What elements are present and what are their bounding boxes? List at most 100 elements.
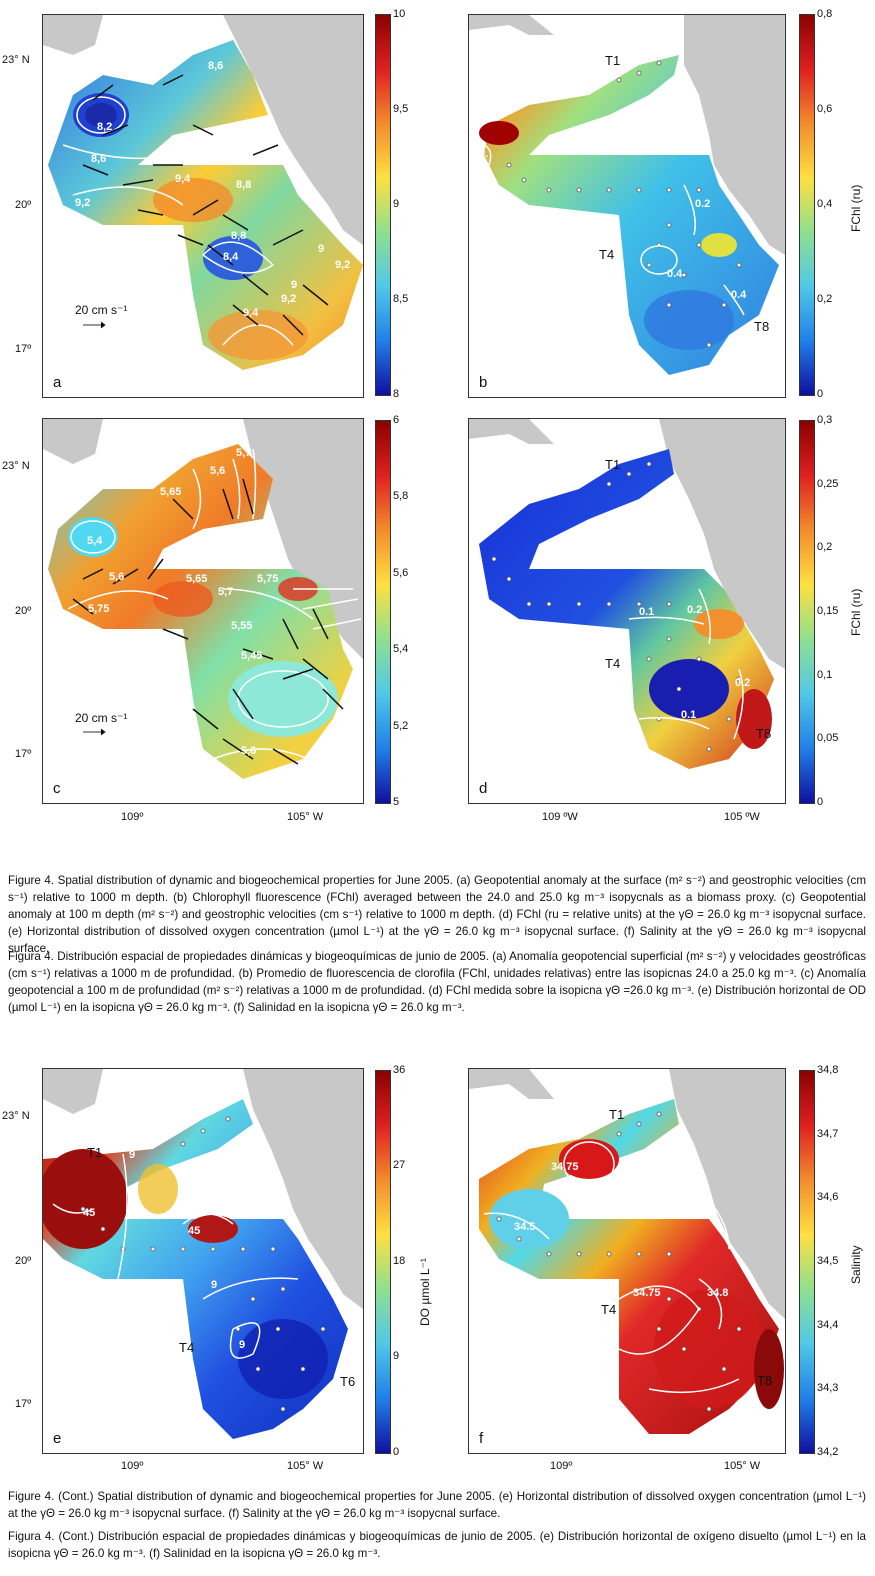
- lat-tick: 20º: [15, 605, 32, 617]
- panel-letter: a: [53, 374, 62, 391]
- panel-f-graphic: [469, 1069, 785, 1434]
- contour-label: 9,4: [243, 307, 259, 319]
- contour-label: 9: [318, 243, 325, 255]
- lon-tick: 105° W: [287, 1460, 324, 1472]
- contour-label: 0.4: [667, 268, 683, 280]
- transect-label: T1: [87, 1145, 103, 1160]
- transect-label: T4: [605, 656, 621, 671]
- figure-caption-cont-en: Figure 4. (Cont.) Spatial distribution o…: [8, 1490, 866, 1520]
- contour-label: 0.4: [731, 289, 747, 301]
- lat-tick: 20º: [15, 199, 32, 211]
- transect-label: T4: [179, 1340, 195, 1355]
- lon-tick: 109º: [121, 1460, 144, 1472]
- lat-tick: 23° N: [2, 460, 30, 472]
- figure-caption-es: Figura 4. Distribución espacial de propi…: [8, 950, 866, 1014]
- contour-label: 9,4: [175, 173, 191, 185]
- contour-label: 34.8: [707, 1287, 729, 1299]
- colorbar-tick: 10: [393, 8, 406, 20]
- contour-label: 5,6: [210, 465, 226, 477]
- colorbar-tick: 0,8: [817, 8, 833, 20]
- contour-label: 9: [211, 1279, 218, 1291]
- contour-label: 9: [129, 1149, 136, 1161]
- contour-label: 8,8: [236, 179, 252, 191]
- colorbar-tick: 0: [817, 388, 824, 400]
- panel-letter: f: [479, 1430, 484, 1447]
- velocity-scale: 20 cm s⁻¹: [75, 711, 128, 725]
- lon-tick: 105 ºW: [724, 811, 760, 823]
- colorbar-tick: 0: [393, 1446, 400, 1458]
- map-panel-b: T1 T4 T8 0. 0.2 0.4 0.4 b: [468, 14, 786, 398]
- map-panel-c: 5,7 5,6 5,65 5,4 5,6 5,75 5,65 5,7 5,75 …: [42, 418, 364, 804]
- colorbar-e: [375, 1070, 391, 1454]
- contour-label: 9,2: [75, 197, 91, 209]
- colorbar-tick: 8,5: [393, 293, 409, 305]
- contour-label: 45: [188, 1225, 201, 1237]
- colorbar-tick: 5: [393, 796, 400, 808]
- colorbar-title: FChl (ru): [849, 588, 863, 636]
- transect-label: T4: [599, 247, 615, 262]
- contour-label: 9,2: [335, 259, 351, 271]
- contour-label: 9: [239, 1339, 246, 1351]
- transect-label: T4: [601, 1302, 617, 1317]
- panel-c-graphic: [43, 419, 363, 779]
- contour-label: 0.: [479, 148, 489, 160]
- contour-label: 5,55: [231, 620, 253, 632]
- panel-a-graphic: [43, 15, 363, 370]
- colorbar-tick: 18: [393, 1255, 406, 1267]
- contour-label: 5,75: [257, 573, 279, 585]
- colorbar-f: [799, 1070, 815, 1454]
- figure-caption-cont-es: Figura 4. (Cont.) Distribución espacial …: [8, 1530, 866, 1560]
- lon-tick: 109º: [121, 811, 144, 823]
- colorbar-d: [799, 420, 815, 804]
- colorbar-tick: 0,2: [817, 541, 833, 553]
- contour-label: 8,2: [97, 121, 113, 133]
- colorbar-tick: 0,2: [817, 293, 833, 305]
- contour-label: 8,6: [208, 60, 224, 72]
- contour-label: 5,75: [88, 603, 110, 615]
- colorbar-tick: 34,8: [817, 1064, 839, 1076]
- contour-label: 0.2: [735, 677, 751, 689]
- contour-label: 34.75: [633, 1287, 661, 1299]
- colorbar-tick: 27: [393, 1159, 406, 1171]
- lat-tick: 20º: [15, 1255, 32, 1267]
- colorbar-tick: 0,3: [817, 414, 833, 426]
- colorbar-title: Salinity: [849, 1245, 863, 1284]
- lon-tick: 109º: [550, 1460, 573, 1472]
- contour-label: 8,8: [231, 230, 247, 242]
- contour-label: 5,7: [236, 447, 252, 459]
- contour-label: 45: [83, 1207, 96, 1219]
- colorbar-tick: 9: [393, 1350, 400, 1362]
- colorbar-tick: 9: [393, 198, 400, 210]
- map-panel-d: T1 T4 T8 0.1 0.2 0.2 0.1 d: [468, 418, 786, 804]
- panel-letter: c: [53, 780, 61, 797]
- contour-label: 9: [291, 279, 298, 291]
- panel-d-graphic: [469, 419, 785, 769]
- colorbar-tick: 8: [393, 388, 400, 400]
- colorbar-tick: 5,2: [393, 720, 409, 732]
- colorbar-a: [375, 14, 391, 396]
- colorbar-tick: 0,25: [817, 478, 839, 490]
- lat-tick: 17º: [15, 748, 32, 760]
- lat-tick: 17º: [15, 343, 32, 355]
- contour-label: 8,6: [91, 153, 107, 165]
- contour-label: 34.5: [514, 1221, 536, 1233]
- lat-tick: 23° N: [2, 1110, 30, 1122]
- colorbar-tick: 36: [393, 1064, 406, 1076]
- contour-label: 5,45: [241, 650, 263, 662]
- velocity-scale: 20 cm s⁻¹: [75, 303, 128, 317]
- panel-letter: d: [479, 780, 488, 797]
- colorbar-tick: 0,15: [817, 605, 839, 617]
- colorbar-tick: 9,5: [393, 103, 409, 115]
- panel-e-graphic: [43, 1069, 363, 1439]
- colorbar-tick: 34,2: [817, 1446, 839, 1458]
- contour-label: 5,65: [160, 486, 182, 498]
- contour-label: 5,4: [87, 535, 103, 547]
- contour-label: 0.2: [695, 198, 711, 210]
- colorbar-tick: 0: [817, 796, 824, 808]
- transect-label: T8: [757, 1373, 773, 1388]
- colorbar-c: [375, 420, 391, 804]
- colorbar-tick: 0,4: [817, 198, 833, 210]
- lat-tick: 23° N: [2, 54, 30, 66]
- colorbar-tick: 5,6: [393, 567, 409, 579]
- transect-label: T8: [756, 726, 772, 741]
